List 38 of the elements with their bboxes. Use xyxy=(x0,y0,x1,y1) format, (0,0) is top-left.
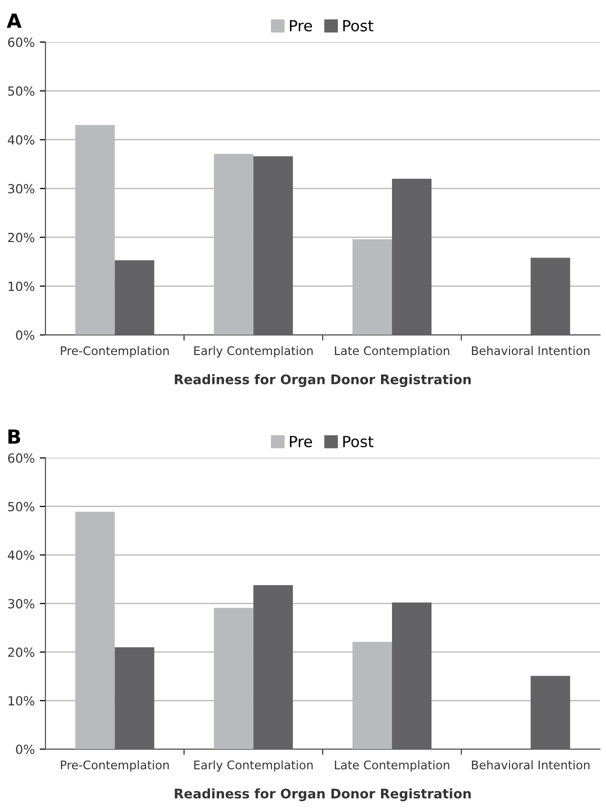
y-tick-label: 20% xyxy=(8,648,34,657)
chart-title: B xyxy=(8,429,20,444)
y-tick-label: 50% xyxy=(8,502,34,512)
legend-label: Pre xyxy=(290,436,312,448)
legend-label: Post xyxy=(343,20,374,32)
legend-label: Post xyxy=(343,436,374,448)
bar xyxy=(253,585,293,750)
legend-label: Pre xyxy=(290,20,312,32)
x-tick-label: Behavioral Intention xyxy=(472,346,590,356)
x-tick-label: Behavioral Intention xyxy=(472,760,590,770)
y-tick-label: 0% xyxy=(16,330,34,340)
y-tick-label: 60% xyxy=(8,453,34,463)
x-tick-label: Late Contemplation xyxy=(334,346,450,358)
y-tick-label: 60% xyxy=(8,38,34,47)
x-tick-label: Pre-Contemplation xyxy=(60,760,169,772)
x-axis-title: Readiness for Organ Donor Registration xyxy=(174,374,471,387)
bar xyxy=(530,676,570,750)
y-tick-label: 40% xyxy=(8,135,34,145)
x-tick-label: Early Contemplation xyxy=(194,346,313,358)
y-tick-label: 40% xyxy=(8,550,34,560)
bar xyxy=(530,258,570,335)
y-tick-label: 0% xyxy=(16,744,34,754)
bar xyxy=(253,156,293,335)
x-tick-label: Late Contemplation xyxy=(334,760,450,772)
bar xyxy=(114,647,154,750)
x-tick-label: Early Contemplation xyxy=(194,760,313,772)
bar xyxy=(114,260,154,335)
y-tick-label: 50% xyxy=(8,86,34,96)
y-tick-label: 30% xyxy=(8,598,34,608)
y-tick-label: 10% xyxy=(8,696,34,706)
y-tick-label: 20% xyxy=(8,232,34,242)
x-tick-label: Pre-Contemplation xyxy=(60,346,169,358)
y-tick-label: 10% xyxy=(8,282,34,292)
y-tick-label: 30% xyxy=(8,184,34,194)
bar xyxy=(392,178,432,335)
x-axis-title: Readiness for Organ Donor Registration xyxy=(174,788,471,802)
chart-title: A xyxy=(6,14,22,28)
bar xyxy=(392,602,432,750)
